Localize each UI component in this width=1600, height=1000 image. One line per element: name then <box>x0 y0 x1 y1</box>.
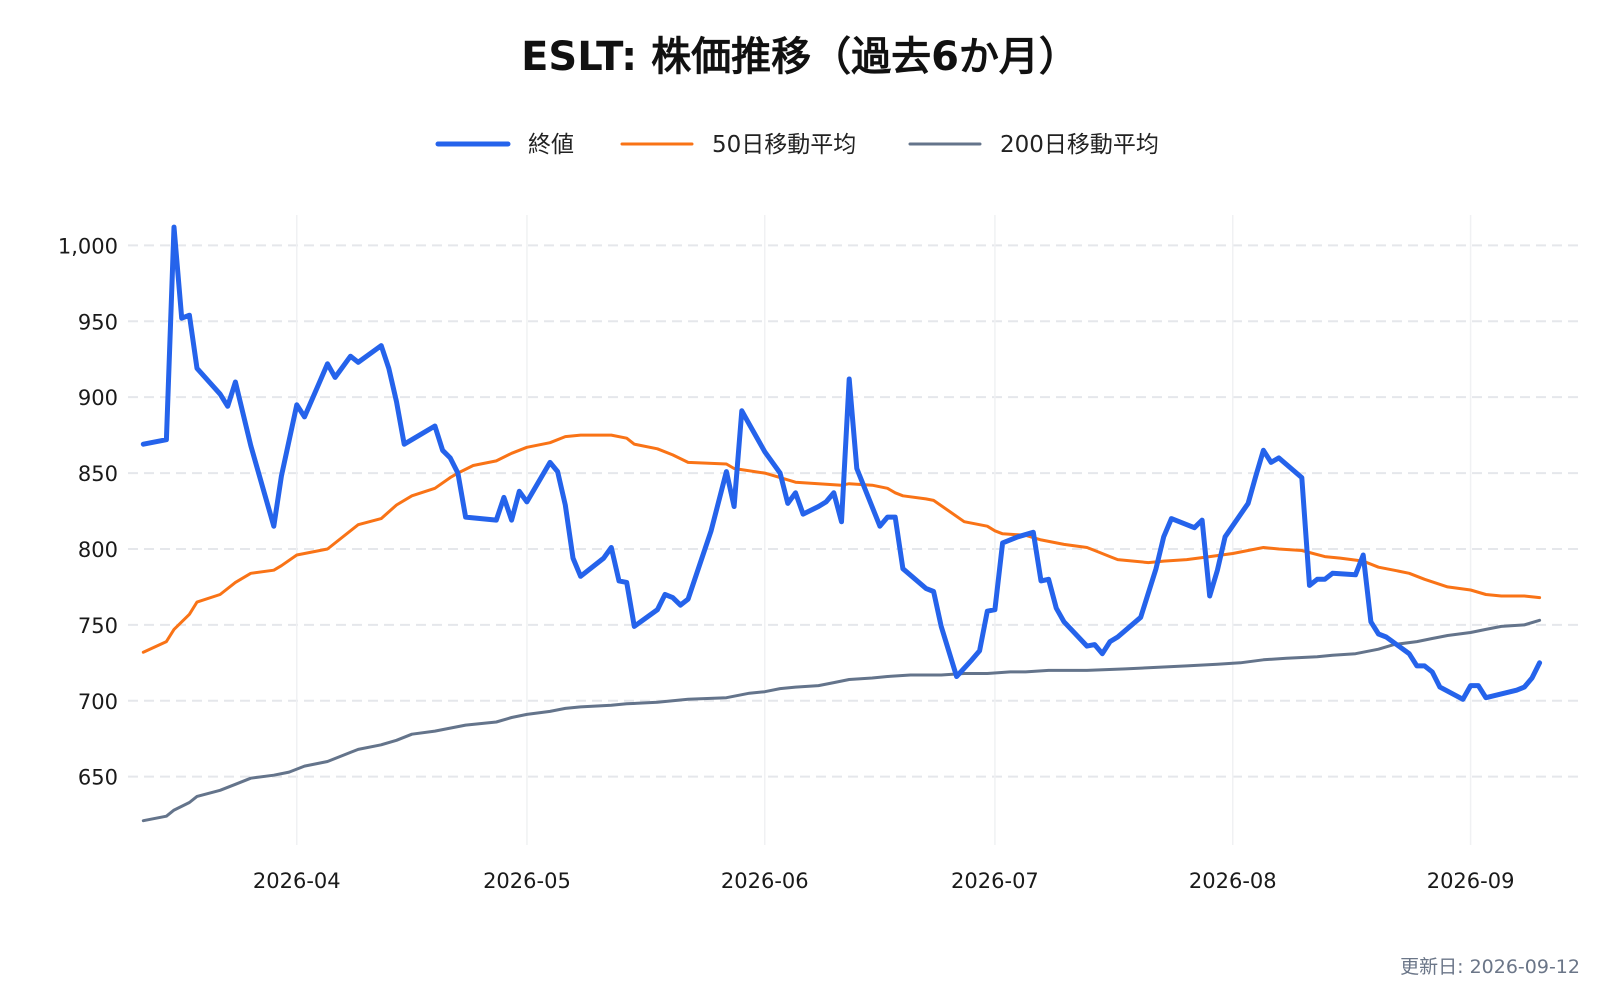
legend: 終値 50日移動平均 200日移動平均 <box>435 132 1159 158</box>
series-line-ma200 <box>141 618 1542 823</box>
updated-date: 更新日: 2026-09-12 <box>1400 956 1580 978</box>
chart-title: ESLT: 株価推移（過去6か月） <box>521 34 1079 80</box>
x-tick-label: 2026-08 <box>1189 869 1277 893</box>
y-tick-label: 900 <box>78 386 118 410</box>
y-gridlines <box>128 244 1578 778</box>
x-tick-label: 2026-07 <box>951 869 1039 893</box>
legend-label-close: 終値 <box>528 132 574 158</box>
x-tick-label: 2026-05 <box>483 869 571 893</box>
x-tick-label: 2026-06 <box>721 869 809 893</box>
x-gridlines <box>296 215 1472 845</box>
series-line-close <box>140 224 1543 702</box>
series-lines <box>140 224 1543 823</box>
x-axis-labels: 2026-04 2026-05 2026-06 2026-07 2026-08 2026-… <box>253 869 1515 893</box>
y-tick-label: 850 <box>78 462 118 486</box>
x-tick-label: 2026-04 <box>253 869 341 893</box>
y-axis-labels: 650 700 750 800 850 900 950 1,000 <box>58 234 118 789</box>
legend-label-ma50: 50日移動平均 <box>712 132 856 158</box>
legend-label-ma200: 200日移動平均 <box>1000 132 1159 158</box>
y-tick-label: 650 <box>78 766 118 790</box>
x-tick-label: 2026-09 <box>1427 869 1515 893</box>
y-tick-label: 750 <box>78 614 118 638</box>
y-tick-label: 700 <box>78 690 118 714</box>
y-tick-label: 800 <box>78 538 118 562</box>
y-tick-label: 1,000 <box>58 234 118 258</box>
series-line-ma50 <box>141 433 1542 654</box>
y-tick-label: 950 <box>78 310 118 334</box>
